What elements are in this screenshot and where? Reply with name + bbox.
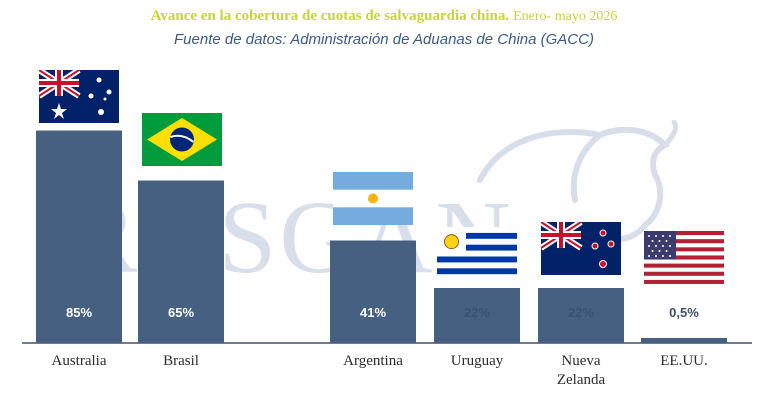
value-label-uruguay: 22% xyxy=(464,305,490,320)
australia-flag-icon xyxy=(39,70,119,123)
brazil-flag-icon xyxy=(142,113,222,166)
uruguay-flag-icon xyxy=(437,227,517,280)
bar-uruguay xyxy=(434,288,520,343)
bar-ee-uu xyxy=(641,338,727,343)
value-label-ee-uu: 0,5% xyxy=(669,305,699,320)
category-label-argentina: Argentina xyxy=(343,353,403,369)
category-label-uruguay: Uruguay xyxy=(451,353,504,369)
new-zealand-flag-icon xyxy=(541,222,621,275)
value-label-australia: 85% xyxy=(66,305,92,320)
value-label-argentina: 41% xyxy=(360,305,386,320)
bar-argentina xyxy=(330,240,416,343)
chart-title: Avance en la cobertura de cuotas de salv… xyxy=(150,8,618,24)
chart-subtitle: Fuente de datos: Administración de Aduan… xyxy=(174,31,594,48)
argentina-flag-icon xyxy=(333,172,413,225)
category-label-brasil: Brasil xyxy=(163,353,199,369)
value-label-brasil: 65% xyxy=(168,305,194,320)
value-label-nueva-zelanda: 22% xyxy=(568,305,594,320)
category-label-nueva-zelanda: Nueva Zelanda xyxy=(557,353,606,388)
bar-brasil xyxy=(138,180,224,343)
category-label-ee-uu: EE.UU. xyxy=(660,353,708,369)
bar-nueva-zelanda xyxy=(538,288,624,343)
chart-period: Enero- mayo 2026 xyxy=(513,9,618,24)
category-label-australia: Australia xyxy=(52,353,107,369)
bar-australia xyxy=(36,130,122,343)
usa-flag-icon xyxy=(644,231,724,284)
